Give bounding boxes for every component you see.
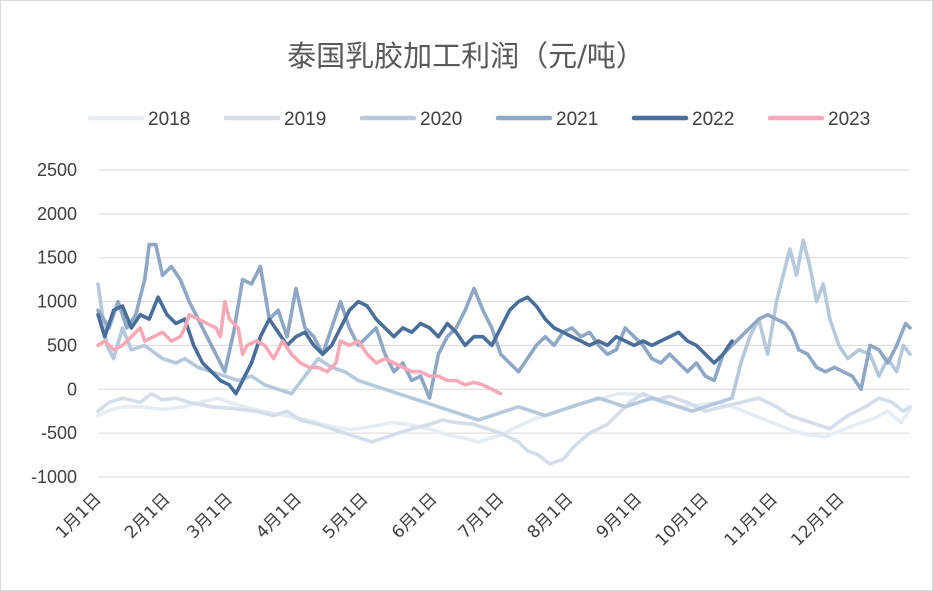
legend-label: 2022 (692, 109, 734, 130)
y-tick-label: 1000 (37, 292, 77, 312)
series-line-2021 (96, 242, 912, 400)
legend-label: 2020 (420, 109, 462, 130)
x-tick-label: 12月1日 (787, 489, 848, 550)
x-tick-label: 8月1日 (524, 489, 577, 542)
y-tick-label: -1000 (31, 467, 77, 487)
gridlines (98, 169, 910, 478)
series-line-2018 (96, 391, 912, 444)
x-tick-label: 7月1日 (455, 489, 508, 542)
x-tick-label: 3月1日 (183, 489, 236, 542)
y-tick-label: 500 (47, 335, 77, 355)
x-tick-label: 6月1日 (388, 489, 441, 542)
series-line-2019 (96, 391, 912, 466)
y-tick-label: 1500 (37, 248, 77, 268)
x-tick-label: 11月1日 (721, 489, 782, 550)
y-tick-label: 2000 (37, 204, 77, 224)
x-tick-label: 5月1日 (319, 489, 372, 542)
legend-label: 2018 (148, 109, 190, 130)
chart-title: 泰国乳胶加工利润（元/吨） (287, 39, 645, 73)
series-line-2023 (96, 299, 503, 396)
y-tick-label: 2500 (37, 160, 77, 180)
x-tick-label: 2月1日 (121, 489, 174, 542)
legend-label: 2019 (284, 109, 326, 130)
legend-label: 2021 (556, 109, 598, 130)
series-line-2020 (96, 238, 912, 422)
y-axis: 2500 2000 1500 1000 500 0 -500 -1000 (31, 160, 77, 487)
x-axis: 1月1日 2月1日 3月1日 4月1日 5月1日 6月1日 7月1日 8月1日 9月1日 10月1… (52, 489, 849, 550)
legend-label: 2023 (828, 109, 870, 130)
x-tick-label: 4月1日 (252, 489, 305, 542)
series-group (96, 238, 912, 466)
x-tick-label: 9月1日 (593, 489, 646, 542)
y-tick-label: -500 (41, 423, 77, 443)
x-tick-label: 1月1日 (52, 489, 105, 542)
legend: 2018 2019 2020 2021 2022 2023 (87, 109, 870, 130)
y-tick-label: 0 (67, 379, 77, 399)
series-line-2022 (96, 295, 734, 396)
x-tick-label: 10月1日 (652, 489, 713, 550)
